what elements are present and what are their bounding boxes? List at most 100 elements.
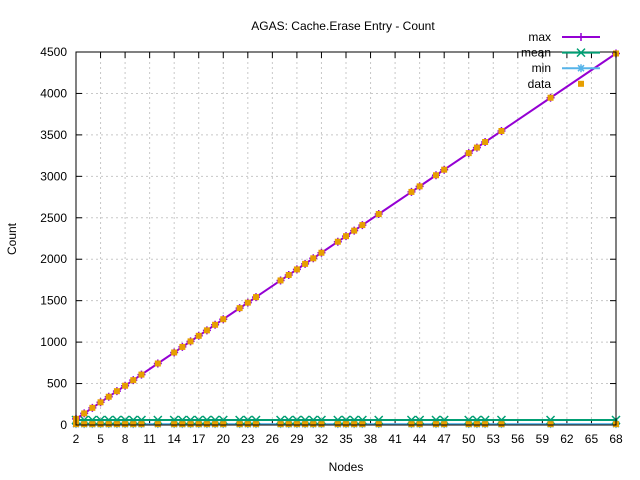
data-point <box>113 421 120 428</box>
x-tick-label: 23 <box>241 432 255 446</box>
data-point <box>212 421 219 428</box>
x-tick-label: 68 <box>609 432 623 446</box>
data-point <box>359 421 366 428</box>
data-point <box>482 139 489 146</box>
x-tick-label: 8 <box>122 432 129 446</box>
data-point <box>277 277 284 284</box>
x-tick-label: 17 <box>192 432 206 446</box>
chart-title: AGAS: Cache.Erase Entry - Count <box>251 19 435 33</box>
y-tick-label: 2000 <box>40 252 67 266</box>
x-tick-label: 14 <box>168 432 182 446</box>
y-tick-label: 3000 <box>40 169 67 183</box>
x-tick-label: 35 <box>339 432 353 446</box>
data-point <box>498 127 505 134</box>
legend-label: min <box>532 61 551 75</box>
data-point <box>498 421 505 428</box>
data-point <box>138 371 145 378</box>
data-point <box>203 327 210 334</box>
data-point <box>441 421 448 428</box>
data-point <box>253 294 259 301</box>
data-point <box>473 421 480 428</box>
data-point <box>220 421 227 428</box>
x-tick-label: 59 <box>536 432 550 446</box>
y-axis-label: Count <box>5 222 19 255</box>
y-tick-label: 4500 <box>40 45 67 59</box>
data-point <box>105 421 112 428</box>
data-point <box>113 388 120 395</box>
data-point <box>179 343 186 350</box>
data-point <box>171 349 178 356</box>
x-tick-label: 62 <box>560 432 574 446</box>
data-point <box>97 399 104 406</box>
data-point <box>203 421 210 428</box>
data-point <box>343 233 349 240</box>
series-layer <box>71 49 621 429</box>
data-point <box>318 421 325 428</box>
plot-border <box>75 51 617 426</box>
data-point <box>89 421 96 428</box>
x-tick-label: 56 <box>511 432 525 446</box>
data-point <box>334 238 341 245</box>
data-point <box>343 421 349 428</box>
data-point <box>408 188 415 195</box>
data-point <box>97 421 104 428</box>
x-tick-label: 32 <box>315 432 329 446</box>
x-axis-label: Nodes <box>329 460 364 474</box>
data-point <box>375 421 382 428</box>
x-tick-label: 26 <box>266 432 280 446</box>
data-point <box>359 222 366 229</box>
data-point <box>293 421 300 428</box>
data-point <box>130 421 137 428</box>
legend-label: data <box>528 77 552 91</box>
data-point <box>293 266 300 273</box>
data-point <box>171 421 178 428</box>
data-point <box>433 421 439 428</box>
grid <box>76 52 616 425</box>
data-point <box>244 299 251 306</box>
data-point <box>81 421 88 428</box>
data-point <box>105 393 112 400</box>
x-tick-label: 53 <box>487 432 501 446</box>
data-point <box>473 144 480 151</box>
x-tick-label: 29 <box>290 432 304 446</box>
data-point <box>130 377 137 384</box>
data-point <box>441 166 448 173</box>
y-tick-label: 4000 <box>40 86 67 100</box>
data-point <box>408 421 415 428</box>
x-tick-label: 5 <box>97 432 104 446</box>
x-tick-label: 20 <box>217 432 231 446</box>
data-point <box>310 255 317 262</box>
data-point <box>138 421 145 428</box>
x-tick-label: 38 <box>364 432 378 446</box>
legend-label: mean <box>521 46 551 60</box>
data-point <box>302 260 309 267</box>
data-point <box>285 421 292 428</box>
data-point <box>416 421 423 428</box>
x-tick-label: 65 <box>585 432 599 446</box>
data-point <box>236 421 243 428</box>
data-point <box>212 321 219 328</box>
data-point <box>351 421 358 428</box>
data-point <box>416 183 423 190</box>
x-tick-label: 44 <box>413 432 427 446</box>
data-point <box>465 150 472 157</box>
data-point <box>318 249 325 256</box>
y-tick-label: 1000 <box>40 335 67 349</box>
data-point <box>547 421 554 428</box>
data-point <box>220 316 227 323</box>
data-point <box>195 421 202 428</box>
data-point <box>179 421 186 428</box>
data-point <box>253 421 259 428</box>
y-tick-label: 500 <box>47 377 67 391</box>
data-point <box>244 421 251 428</box>
x-tick-label: 2 <box>73 432 80 446</box>
data-point <box>334 421 341 428</box>
data-point <box>482 421 489 428</box>
y-tick-label: 2500 <box>40 211 67 225</box>
data-point <box>302 421 309 428</box>
data-point <box>236 305 243 312</box>
data-point <box>195 332 202 339</box>
data-point <box>277 421 284 428</box>
x-tick-label: 50 <box>462 432 476 446</box>
